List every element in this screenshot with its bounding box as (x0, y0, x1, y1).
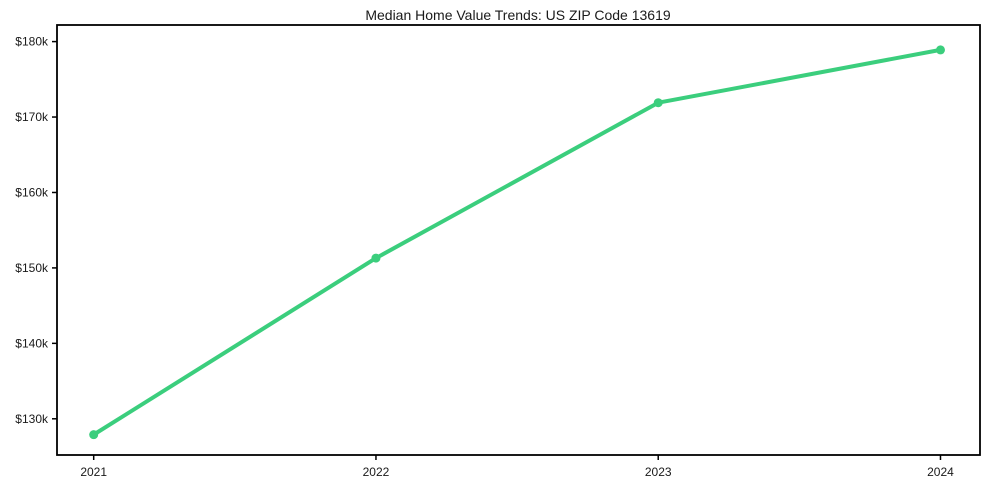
y-axis-tick-label: $160k (15, 185, 49, 199)
series-layer (89, 45, 945, 440)
x-axis-tick-label: 2024 (927, 465, 954, 479)
x-axis-tick-label: 2022 (363, 465, 390, 479)
data-point-marker (935, 45, 945, 55)
plot-area-border (56, 24, 981, 456)
x-axis-tick-label: 2023 (645, 465, 672, 479)
data-point-marker (371, 253, 381, 263)
chart-title: Median Home Value Trends: US ZIP Code 13… (365, 7, 671, 23)
data-point-marker (653, 98, 663, 108)
y-axis-tick-label: $180k (15, 35, 49, 49)
y-axis-tick-label: $150k (15, 261, 49, 275)
x-axis: 2021 2022 2023 2024 (80, 455, 954, 479)
y-axis-tick-label: $140k (15, 336, 49, 350)
y-axis: $130k $140k $150k $160k $170k $180k (15, 35, 57, 426)
y-axis-tick-label: $170k (15, 110, 49, 124)
y-axis-tick-label: $130k (15, 412, 49, 426)
x-axis-tick-label: 2021 (80, 465, 107, 479)
data-point-marker (89, 430, 99, 440)
trend-line (91, 47, 943, 437)
